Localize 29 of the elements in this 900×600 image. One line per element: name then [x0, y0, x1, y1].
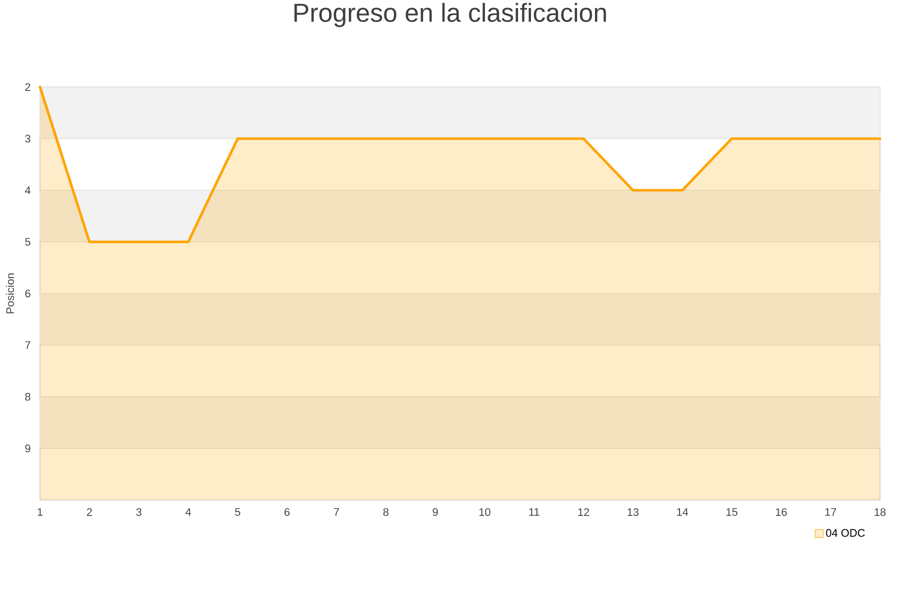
x-tick-label: 3	[136, 508, 142, 516]
x-tick-label: 2	[86, 508, 92, 516]
x-tick-label: 15	[726, 508, 738, 516]
y-tick-label: 5	[25, 238, 30, 246]
y-tick-label: 9	[25, 444, 30, 452]
x-tick-label: 18	[874, 508, 886, 516]
y-tick-label: 7	[25, 341, 30, 349]
x-tick-label: 14	[677, 508, 688, 516]
y-axis-title: Posicion	[6, 274, 14, 314]
x-tick-label: 17	[825, 508, 836, 516]
x-tick-label: 1	[38, 508, 43, 516]
x-tick-label: 8	[383, 508, 388, 516]
x-tick-label: 12	[578, 508, 590, 516]
legend-label: 04 ODC	[826, 529, 865, 537]
x-tick-label: 9	[432, 508, 438, 516]
y-tick-label: 2	[25, 83, 30, 91]
x-tick-label: 5	[235, 508, 240, 516]
y-tick-label: 6	[25, 290, 30, 298]
x-tick-label: 11	[529, 508, 540, 516]
x-tick-label: 13	[628, 508, 639, 516]
x-tick-label: 10	[479, 508, 490, 516]
x-tick-label: 4	[185, 508, 191, 516]
x-tick-label: 7	[334, 508, 339, 516]
y-tick-label: 4	[24, 186, 30, 194]
y-tick-label: 3	[25, 134, 30, 143]
x-tick-label: 6	[284, 508, 290, 516]
x-tick-label: 16	[776, 508, 787, 516]
chart-title: Progreso en la clasificacion	[294, 2, 606, 28]
y-tick-label: 8	[25, 392, 30, 401]
